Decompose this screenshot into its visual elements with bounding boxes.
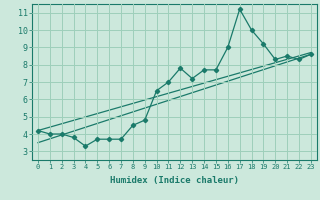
X-axis label: Humidex (Indice chaleur): Humidex (Indice chaleur) <box>110 176 239 185</box>
